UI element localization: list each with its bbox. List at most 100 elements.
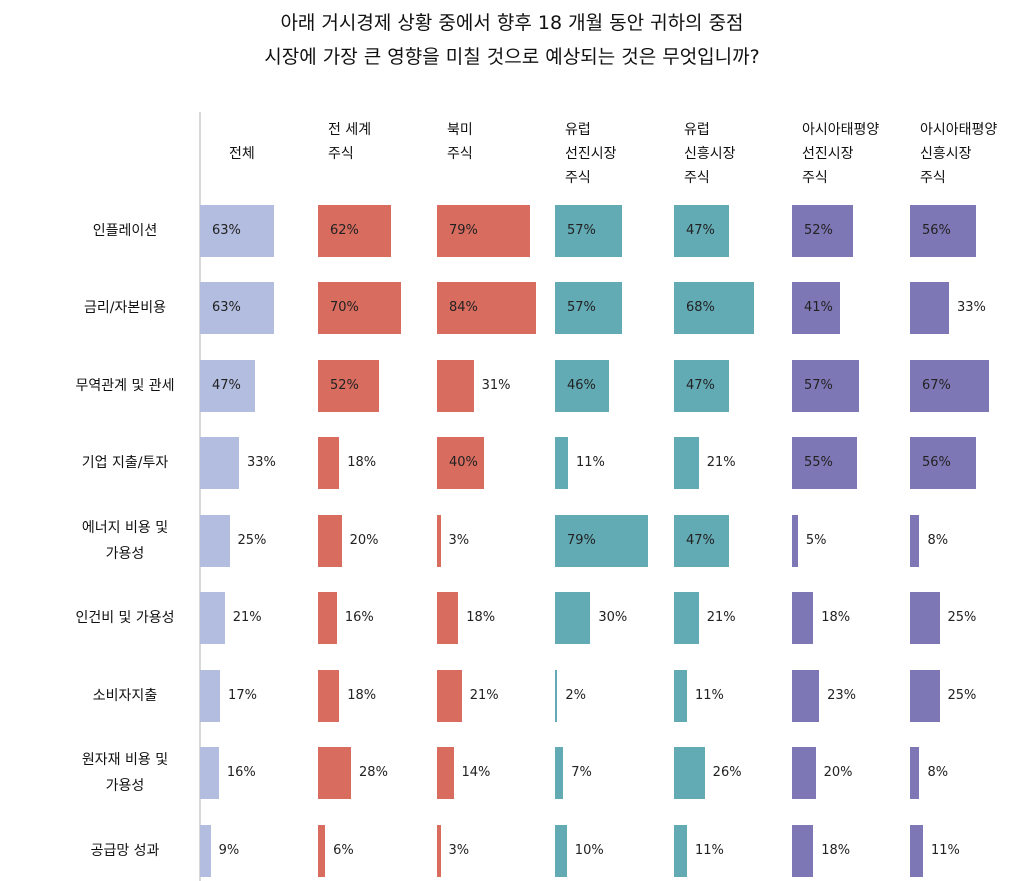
- bar-5-8: [792, 825, 814, 877]
- data-label-4-6: 11%: [694, 688, 724, 703]
- data-label-0-0: 63%: [212, 223, 241, 238]
- data-label-5-5: 18%: [821, 610, 851, 625]
- bar-0-4: [200, 515, 230, 567]
- data-label-1-3: 18%: [347, 455, 377, 470]
- data-label-3-7: 7%: [571, 765, 592, 780]
- column-header: 유럽 신흥시장 주식: [684, 122, 736, 186]
- bar-3-8: [555, 825, 567, 877]
- bar-3-0: [555, 205, 623, 257]
- bar-3-6: [555, 670, 558, 722]
- bar-4-7: [674, 747, 705, 799]
- bar-6-1: [910, 282, 949, 334]
- data-label-0-4: 25%: [237, 533, 267, 548]
- data-label-4-1: 68%: [686, 300, 715, 315]
- row-label: 공급망 성과: [90, 843, 160, 859]
- column-header: 아시아태평양 선진시장 주식: [802, 122, 880, 186]
- bar-6-3: [910, 437, 977, 489]
- bar-5-2: [792, 360, 860, 412]
- bar-4-4: [674, 515, 730, 567]
- column-header: 전 세계 주식: [328, 122, 372, 162]
- data-label-5-1: 41%: [804, 300, 833, 315]
- data-label-6-6: 25%: [947, 688, 977, 703]
- row-label: 인건비 및 가용성: [75, 610, 175, 626]
- bar-4-0: [674, 205, 730, 257]
- bar-0-5: [200, 592, 225, 644]
- data-label-2-4: 3%: [448, 533, 470, 548]
- data-label-0-2: 47%: [212, 378, 241, 393]
- data-label-3-8: 10%: [574, 843, 604, 858]
- bar-2-4: [437, 515, 441, 567]
- data-label-5-3: 55%: [804, 455, 833, 470]
- bar-2-7: [437, 747, 454, 799]
- data-label-6-0: 56%: [922, 223, 951, 238]
- data-label-3-0: 57%: [567, 223, 596, 238]
- bar-2-1: [437, 282, 537, 334]
- data-label-3-1: 57%: [567, 300, 596, 315]
- data-label-0-3: 33%: [246, 455, 276, 470]
- row-label: 원자재 비용 및 가용성: [81, 752, 169, 794]
- data-label-3-6: 2%: [565, 688, 586, 703]
- data-label-2-2: 31%: [481, 378, 511, 393]
- bar-3-5: [555, 592, 591, 644]
- bar-2-3: [437, 437, 485, 489]
- bar-1-0: [318, 205, 392, 257]
- row-label: 인플레이션: [92, 223, 158, 239]
- row-label: 에너지 비용 및 가용성: [81, 520, 169, 562]
- data-label-2-3: 40%: [449, 455, 478, 470]
- data-label-5-4: 5%: [805, 533, 827, 548]
- data-label-4-5: 21%: [706, 610, 736, 625]
- bar-2-8: [437, 825, 441, 877]
- data-label-5-0: 52%: [804, 223, 833, 238]
- data-label-6-7: 8%: [927, 765, 949, 780]
- bar-0-2: [200, 360, 256, 412]
- data-label-0-8: 9%: [218, 843, 240, 858]
- row-label: 기업 지출/투자: [81, 455, 169, 471]
- bar-5-1: [792, 282, 841, 334]
- bar-6-7: [910, 747, 920, 799]
- data-label-4-8: 11%: [694, 843, 724, 858]
- bar-4-3: [674, 437, 699, 489]
- bar-2-0: [437, 205, 531, 257]
- column-header: 유럽 선진시장 주식: [565, 122, 617, 186]
- bar-6-8: [910, 825, 923, 877]
- bar-0-3: [200, 437, 239, 489]
- data-label-2-7: 14%: [461, 765, 491, 780]
- bar-4-6: [674, 670, 687, 722]
- column-header: 북미 주식: [447, 122, 473, 162]
- bar-1-7: [318, 747, 352, 799]
- bar-4-2: [674, 360, 730, 412]
- data-label-1-2: 52%: [330, 378, 359, 393]
- bar-5-7: [792, 747, 816, 799]
- data-label-4-2: 47%: [686, 378, 715, 393]
- data-label-1-1: 70%: [330, 300, 359, 315]
- chart-title-line-2: 시장에 가장 큰 영향을 미칠 것으로 예상되는 것은 무엇입니까?: [264, 46, 760, 68]
- bar-6-4: [910, 515, 920, 567]
- bar-0-0: [200, 205, 275, 257]
- data-label-4-3: 21%: [706, 455, 736, 470]
- data-label-0-1: 63%: [212, 300, 241, 315]
- row-label: 소비자지출: [92, 688, 158, 704]
- bar-3-4: [555, 515, 649, 567]
- data-label-6-3: 56%: [922, 455, 951, 470]
- data-label-3-3: 11%: [575, 455, 605, 470]
- data-label-2-8: 3%: [448, 843, 470, 858]
- bar-1-4: [318, 515, 342, 567]
- bar-5-6: [792, 670, 820, 722]
- data-label-4-4: 47%: [686, 533, 715, 548]
- column-header: 아시아태평양 신흥시장 주식: [920, 122, 998, 186]
- data-label-5-8: 18%: [821, 843, 851, 858]
- data-label-2-6: 21%: [469, 688, 499, 703]
- bar-1-5: [318, 592, 337, 644]
- bar-2-6: [437, 670, 462, 722]
- bar-2-5: [437, 592, 459, 644]
- data-label-6-4: 8%: [927, 533, 949, 548]
- data-label-2-0: 79%: [449, 223, 478, 238]
- data-label-4-7: 26%: [712, 765, 742, 780]
- bar-5-0: [792, 205, 854, 257]
- data-label-0-5: 21%: [232, 610, 262, 625]
- data-label-2-1: 84%: [449, 300, 478, 315]
- row-label: 무역관계 및 관세: [75, 378, 175, 394]
- chart-title-line-1: 아래 거시경제 상황 중에서 향후 18 개월 동안 귀하의 중점: [280, 12, 744, 34]
- bar-4-1: [674, 282, 755, 334]
- bar-4-8: [674, 825, 687, 877]
